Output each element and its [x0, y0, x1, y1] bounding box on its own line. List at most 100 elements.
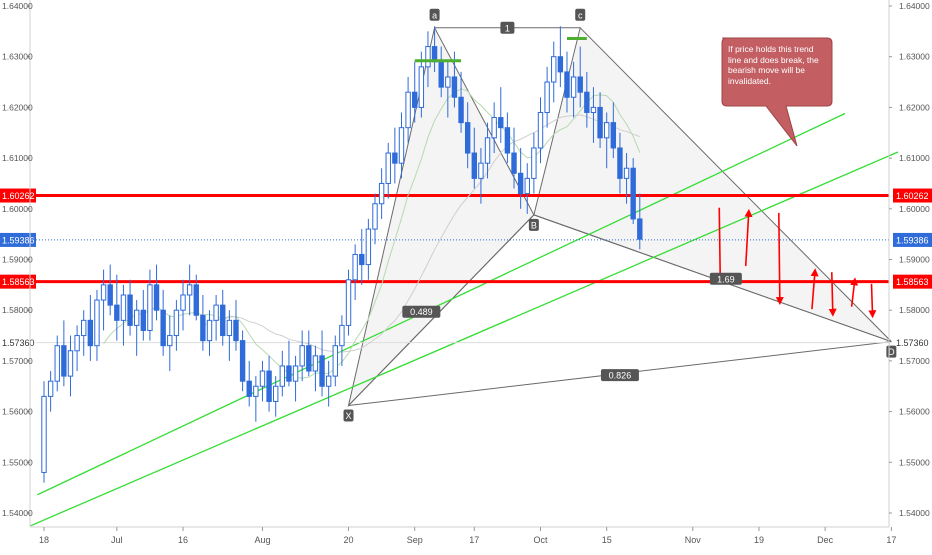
pattern-point-label: a [432, 10, 437, 20]
candle-body [259, 370, 266, 387]
candle-body [319, 355, 325, 387]
candle-body [193, 284, 199, 316]
x-tick-label: 17 [469, 535, 479, 545]
candle-body [544, 81, 550, 113]
candle-body [570, 76, 577, 98]
candle-body [418, 66, 425, 108]
candle-body [120, 294, 127, 321]
candle-body [623, 167, 630, 179]
pattern-ratio-badge [500, 21, 515, 34]
pattern-point-badge [429, 8, 440, 21]
trend-channel-lower-line [30, 151, 899, 527]
level-box-right [893, 335, 932, 350]
y-tick-label-left: 1.60000 [2, 204, 33, 214]
candle-body [359, 253, 365, 266]
candle-body [266, 370, 272, 402]
pattern-point-label: B [531, 220, 537, 230]
y-tick-label-right: 1.64000 [899, 1, 930, 11]
candle-body [127, 294, 133, 326]
candle-body [94, 299, 100, 347]
x-tick-label: 19 [754, 535, 764, 545]
candle-body [557, 56, 564, 73]
candle-body [226, 319, 233, 337]
y-tick-label-right: 1.60000 [899, 204, 930, 214]
x-tick-label: 15 [602, 535, 612, 545]
arrow-up [810, 268, 819, 310]
candle-body [54, 345, 60, 382]
pattern-point-label: D [888, 347, 895, 357]
candle-body [617, 147, 623, 179]
candle-body [133, 309, 140, 326]
trend-channel-upper-line [37, 112, 846, 496]
candle-body [537, 111, 544, 149]
candle-body [484, 137, 491, 164]
level-box-left [0, 335, 36, 350]
y-tick-label-left: 1.55000 [2, 457, 33, 467]
pattern-ratio-label: 1 [505, 23, 510, 33]
candle-body [590, 106, 597, 113]
x-tick-label: Oct [533, 535, 548, 545]
candle-body [405, 91, 411, 129]
ma-long-line [202, 114, 640, 353]
y-tick-label-right: 1.56000 [899, 407, 930, 417]
candle-body [167, 335, 173, 347]
y-tick-label-left: 1.63000 [2, 52, 33, 62]
candle-body [604, 122, 610, 139]
pattern-point-label: X [346, 411, 352, 421]
candle-body [220, 304, 226, 337]
candle-body [299, 345, 305, 367]
pattern-ratio-badge [600, 369, 639, 382]
candle-body [332, 345, 338, 377]
x-tick-label: Nov [685, 535, 702, 545]
level-box-right [893, 274, 932, 289]
candle-body [597, 106, 603, 139]
y-tick-label-right: 1.57000 [899, 356, 930, 366]
candle-body [286, 365, 292, 382]
candle-body [306, 345, 312, 372]
candle-body [107, 284, 113, 306]
level-box-left [0, 232, 36, 247]
level-box-left [0, 188, 36, 203]
y-tick-label-left: 1.58000 [2, 305, 33, 315]
candle-body [498, 117, 504, 129]
candle-body [385, 152, 391, 184]
y-tick-label-left: 1.56000 [2, 407, 33, 417]
level-label-right: 1.57360 [896, 338, 929, 348]
y-tick-label-right: 1.63000 [899, 52, 930, 62]
x-tick-label: Dec [817, 535, 834, 545]
pattern-triangle-bcd [533, 26, 892, 343]
x-tick-label: Sep [407, 535, 423, 545]
candle-body [491, 117, 497, 139]
candle-body [67, 350, 74, 377]
candle-body [564, 71, 570, 98]
candle-body [372, 203, 378, 230]
candle-body [160, 309, 166, 347]
level-label-left: 1.58563 [2, 277, 35, 287]
level-label-right: 1.60262 [896, 191, 929, 201]
pattern-point-badge [343, 409, 354, 422]
pattern-ratio-label: 1.69 [717, 274, 735, 284]
candle-body [61, 345, 67, 377]
x-tick-label: 17 [886, 535, 896, 545]
y-tick-label-left: 1.64000 [2, 1, 33, 11]
pattern-ratio-label: 0.826 [609, 371, 632, 381]
y-tick-label-left: 1.62000 [2, 102, 33, 112]
candle-body [524, 177, 530, 195]
candle-body [504, 127, 511, 154]
candle-body [239, 340, 246, 382]
candle-body [365, 228, 372, 266]
candle-body [47, 380, 54, 397]
candle-body [206, 319, 213, 342]
pattern-line-xb [348, 214, 535, 406]
pattern-ratio-badge [709, 272, 742, 285]
level-box-right [893, 232, 932, 247]
candle-body [100, 284, 107, 301]
candle-body [445, 76, 451, 88]
level-box-right [893, 188, 932, 203]
candle-body [511, 152, 517, 174]
level-label-left: 1.57360 [2, 338, 35, 348]
candle-body [173, 309, 180, 337]
candle-body [153, 284, 160, 311]
